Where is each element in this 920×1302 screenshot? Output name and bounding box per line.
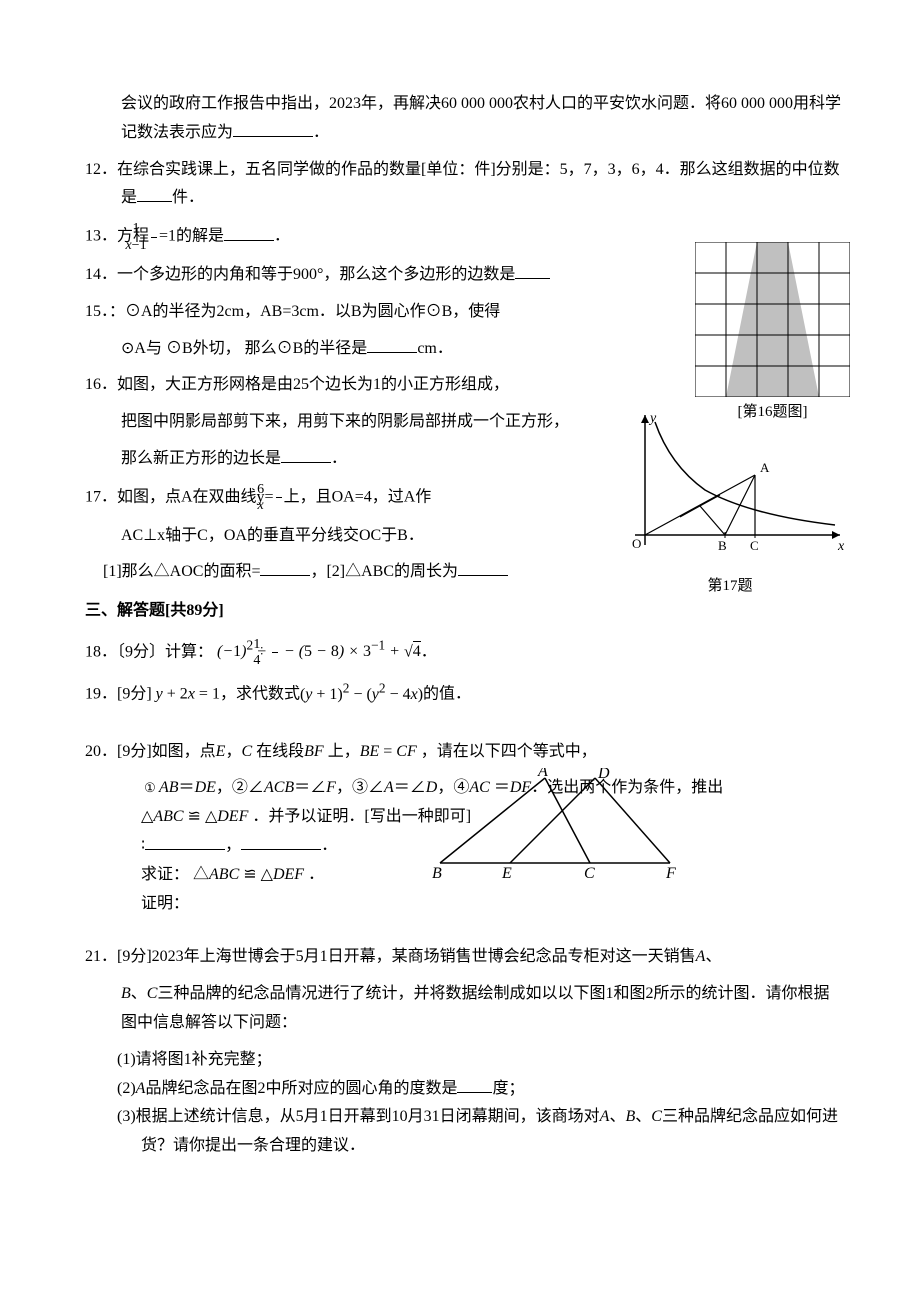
q12-text: ．在综合实践课上，五名同学做的作品的数量[单位：件]分别是：5，7，3，6，4．… bbox=[101, 161, 840, 207]
svg-text:B: B bbox=[432, 865, 442, 878]
q11-suffix: ． bbox=[313, 124, 329, 141]
q20-line6: 证明： bbox=[85, 890, 845, 919]
q21-blank[interactable] bbox=[457, 1075, 492, 1093]
q16-line1: ．如图，大正方形网格是由25个边长为1的小正方形组成， bbox=[101, 376, 509, 393]
q16-blank[interactable] bbox=[281, 445, 331, 463]
q17-frac-den: x bbox=[276, 498, 282, 513]
figure-17-caption: 第17题 bbox=[610, 573, 850, 600]
q21-num: 21 bbox=[85, 948, 101, 965]
q17-line2: AC⊥x轴于C，OA的垂直平分线交OC于B． bbox=[121, 527, 424, 544]
q15-num: 15 bbox=[85, 303, 101, 320]
question-18: 18．〔9分〕计算： (−1)2 ÷ 14 − (5 − 8) × 3−1 + … bbox=[85, 634, 845, 669]
q11-prefix: 会议的政府工作报告中指出，2023年，再解决60 000 000农村人口的平安饮… bbox=[121, 95, 841, 141]
q11-blank[interactable] bbox=[233, 119, 313, 137]
q20-blank2[interactable] bbox=[241, 832, 321, 850]
svg-text:E: E bbox=[501, 865, 512, 878]
svg-text:D: D bbox=[597, 768, 610, 782]
q21-sub2: (2)A品牌纪念品在图2中所对应的圆心角的度数是度； bbox=[85, 1075, 845, 1104]
label-O: O bbox=[632, 536, 641, 551]
q17-blank1[interactable] bbox=[260, 558, 310, 576]
q20-num: 20 bbox=[85, 743, 101, 760]
q13-fraction: 1x−1 bbox=[151, 221, 157, 253]
q16-num: 16 bbox=[85, 376, 101, 393]
q12-suffix: 件． bbox=[172, 189, 204, 206]
q19-text3: 的值． bbox=[423, 686, 471, 703]
q14-blank[interactable] bbox=[515, 261, 550, 279]
q19-num: 19 bbox=[85, 686, 101, 703]
question-12: 12．在综合实践课上，五名同学做的作品的数量[单位：件]分别是：5，7，3，6，… bbox=[85, 156, 845, 214]
q13-suffix: ． bbox=[274, 228, 290, 245]
q15-line1: ．：⊙A的半径为2cm，AB=3cm．以B为圆心作⊙B，使得 bbox=[101, 303, 500, 320]
label-y: y bbox=[648, 411, 657, 426]
label-x: x bbox=[837, 539, 845, 554]
triangle-svg: A D B E C F bbox=[430, 768, 690, 878]
q18-frac: 14 bbox=[272, 637, 278, 669]
section-3-title: 三、解答题[共89分] bbox=[85, 597, 845, 626]
label-C: C bbox=[750, 538, 759, 553]
q20-line1a: ．[9分]如图，点 bbox=[101, 743, 216, 760]
q18-prefix: ．〔9分〕计算： bbox=[101, 643, 213, 660]
q13-frac-num: 1 bbox=[151, 221, 157, 237]
q17-line3b: ，[2]△ABC的周长为 bbox=[310, 563, 458, 580]
svg-text:F: F bbox=[665, 865, 676, 878]
grid-svg bbox=[695, 242, 850, 397]
q19-expr1: y + 2x = 1 bbox=[156, 686, 220, 703]
q12-blank[interactable] bbox=[137, 184, 172, 202]
question-20: 20．[9分]如图，点E，C 在线段BF 上，BE = CF ，请在以下四个等式… bbox=[85, 738, 845, 767]
q15-line2: ⊙A与 ⊙B外切， 那么⊙B的半径是 bbox=[121, 340, 367, 357]
q15-blank[interactable] bbox=[367, 335, 417, 353]
q18-expr: (−1)2 ÷ bbox=[217, 643, 270, 660]
q21-line2: B、C三种品牌的纪念品情况进行了统计，并将数据绘制成如以以下图1和图2所示的统计… bbox=[85, 980, 845, 1038]
figure-16-grid: [第16题图] bbox=[695, 242, 850, 426]
q17-line1b: 上，且OA=4，过A作 bbox=[284, 488, 432, 505]
q21-sub3: (3)根据上述统计信息，从5月1日开幕到10月31日闭幕期间，该商场对A、B、C… bbox=[85, 1103, 845, 1161]
q17-frac-num: 6 bbox=[276, 482, 282, 498]
q16-line2: 把图中阴影局部剪下来，用剪下来的阴影局部拼成一个正方形， bbox=[121, 413, 569, 430]
svg-text:A: A bbox=[537, 768, 548, 780]
q18-suffix: ． bbox=[421, 643, 437, 660]
svg-text:C: C bbox=[584, 865, 595, 878]
q17-num: 17 bbox=[85, 488, 101, 505]
q19-text2: ，求代数式 bbox=[220, 686, 300, 703]
q12-num: 12 bbox=[85, 161, 101, 178]
q13-text2: =1的解是 bbox=[159, 228, 224, 245]
q17-line1a: ．如图，点A在双曲线y= bbox=[101, 488, 274, 505]
q17-fraction: 6x bbox=[276, 482, 282, 514]
q19-expr2: (y + 1)2 − (y2 − 4x) bbox=[300, 686, 423, 703]
q13-num: 13 bbox=[85, 228, 101, 245]
q15-suffix: cm． bbox=[417, 340, 453, 357]
q17-line3a: [1]那么△AOC的面积= bbox=[103, 563, 260, 580]
q16-suffix: ． bbox=[331, 450, 347, 467]
question-21: 21．[9分]2023年上海世博会于5月1日开幕，某商场销售世博会纪念品专柜对这… bbox=[85, 943, 845, 972]
curve-svg: y x O A B C bbox=[610, 410, 850, 560]
label-B: B bbox=[718, 538, 727, 553]
q14-text: ．一个多边形的内角和等于900°，那么这个多边形的边数是 bbox=[101, 266, 515, 283]
figure-20-triangle: A D B E C F bbox=[430, 768, 690, 889]
q13-frac-den: x−1 bbox=[151, 238, 157, 253]
q21-sub1: (1)请将图1补充完整； bbox=[85, 1046, 845, 1075]
q18-sqrt: √4 bbox=[404, 641, 421, 660]
q20-blank1[interactable] bbox=[145, 832, 225, 850]
question-11-text: 会议的政府工作报告中指出，2023年，再解决60 000 000农村人口的平安饮… bbox=[85, 90, 845, 148]
q18-num: 18 bbox=[85, 643, 101, 660]
q19-text1: ．[9分] bbox=[101, 686, 156, 703]
q17-blank2[interactable] bbox=[458, 558, 508, 576]
q18-expr2: − (5 − 8) × 3−1 + bbox=[280, 643, 404, 660]
label-A: A bbox=[760, 460, 770, 475]
figure-17-curve: y x O A B C 第17题 bbox=[610, 410, 850, 600]
q16-line3: 那么新正方形的边长是 bbox=[121, 450, 281, 467]
q13-blank[interactable] bbox=[224, 223, 274, 241]
question-19: 19．[9分] y + 2x = 1，求代数式(y + 1)2 − (y2 − … bbox=[85, 676, 845, 709]
q14-num: 14 bbox=[85, 266, 101, 283]
